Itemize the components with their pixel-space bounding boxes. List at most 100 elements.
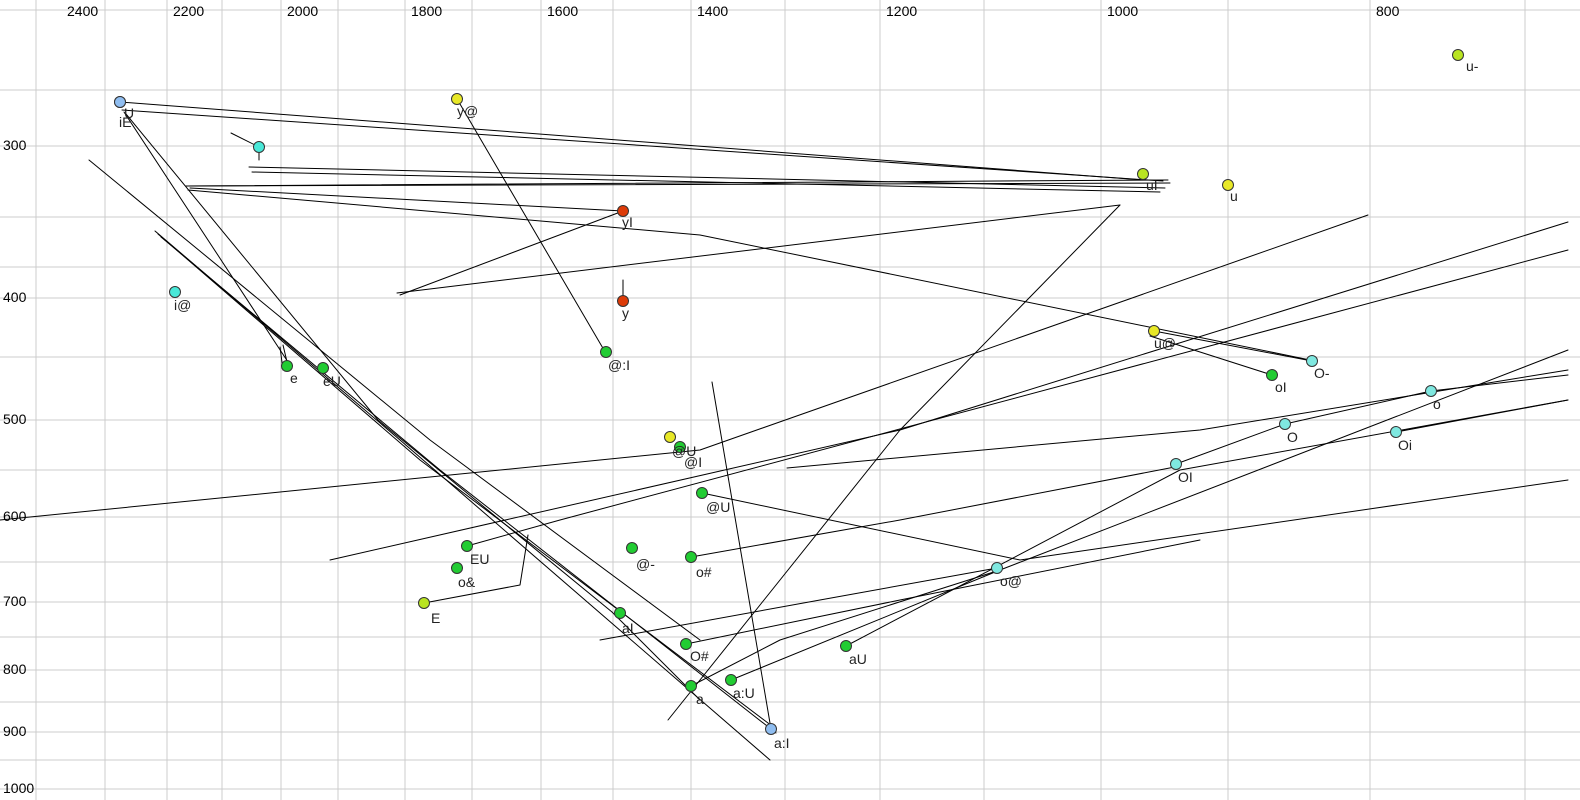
data-point[interactable] <box>1148 325 1160 337</box>
trajectory-line <box>690 569 1001 687</box>
data-point[interactable] <box>685 680 697 692</box>
y-axis-tick-label: 800 <box>3 661 27 677</box>
data-point[interactable] <box>461 540 473 552</box>
trajectory-line <box>0 214 1369 521</box>
data-point[interactable] <box>1279 418 1291 430</box>
trajectory-line <box>423 534 529 604</box>
data-point[interactable] <box>617 205 629 217</box>
data-point-label: u- <box>1466 58 1479 74</box>
trajectory-line <box>121 109 1164 182</box>
x-axis-tick-label: 1200 <box>886 3 918 19</box>
data-point-label: yI <box>622 214 633 230</box>
data-point-label: uI <box>1146 177 1158 193</box>
data-point[interactable] <box>169 286 181 298</box>
data-point[interactable] <box>685 551 697 563</box>
data-point[interactable] <box>1425 385 1437 397</box>
data-point-label: O- <box>1314 365 1330 381</box>
data-point-label: E <box>431 610 441 626</box>
data-point[interactable] <box>765 723 777 735</box>
data-point-label: a <box>696 691 704 707</box>
data-point[interactable] <box>674 441 686 453</box>
data-point[interactable] <box>1266 369 1278 381</box>
data-point[interactable] <box>114 96 126 108</box>
x-axis-tick-label: 2400 <box>67 3 99 19</box>
data-point[interactable] <box>281 360 293 372</box>
data-point-layer <box>114 49 1464 735</box>
trajectory-line <box>711 381 772 730</box>
trajectory-line <box>685 539 1201 645</box>
data-point-label: y@ <box>457 103 479 119</box>
data-point[interactable] <box>253 141 265 153</box>
data-point[interactable] <box>418 597 430 609</box>
trajectory-line <box>157 233 773 727</box>
data-point-label: Oi <box>1398 437 1412 453</box>
data-point-label: @U <box>706 499 731 515</box>
trajectory-line <box>690 465 1181 558</box>
trajectory-layer <box>0 101 1569 761</box>
y-axis-tick-label: 1000 <box>3 780 35 796</box>
trajectory-line <box>399 210 624 296</box>
data-point-label: @- <box>636 556 655 572</box>
x-axis-tick-label: 2000 <box>287 3 319 19</box>
x-axis-tick-label: 1600 <box>547 3 579 19</box>
data-point-label: y <box>622 305 629 321</box>
data-point[interactable] <box>617 295 629 307</box>
data-point-label: o& <box>458 574 476 590</box>
data-point[interactable] <box>1222 179 1234 191</box>
trajectory-line <box>730 349 1569 681</box>
data-point-label: a:I <box>774 735 790 751</box>
data-point[interactable] <box>1452 49 1464 61</box>
data-point[interactable] <box>1137 168 1149 180</box>
x-axis-tick-label: 1400 <box>697 3 729 19</box>
data-point[interactable] <box>1170 458 1182 470</box>
data-point-label: oI <box>1275 379 1287 395</box>
trajectory-line <box>667 204 1121 721</box>
data-point[interactable] <box>840 640 852 652</box>
data-point[interactable] <box>680 638 692 650</box>
data-point[interactable] <box>614 607 626 619</box>
data-point[interactable] <box>451 562 463 574</box>
data-point[interactable] <box>696 487 708 499</box>
data-point-label: @:I <box>608 357 630 373</box>
data-point-label: aI <box>622 620 634 636</box>
data-point-label: o# <box>696 564 712 580</box>
trajectory-line <box>88 159 701 641</box>
trajectory-line <box>248 166 1166 189</box>
data-point[interactable] <box>1390 426 1402 438</box>
x-axis-tick-label: 1000 <box>1107 3 1139 19</box>
x-axis-tick-label: 1800 <box>411 3 443 19</box>
trajectory-line <box>599 567 998 641</box>
data-point[interactable] <box>626 542 638 554</box>
y-axis-tick-label: 400 <box>3 289 27 305</box>
trajectory-line <box>160 236 777 734</box>
trajectory-line <box>125 113 613 613</box>
trajectory-line <box>1284 374 1569 425</box>
data-point[interactable] <box>725 674 737 686</box>
data-point-label: a:U <box>733 685 755 701</box>
y-axis-tick-label: 900 <box>3 723 27 739</box>
data-point-label: o@ <box>1000 573 1022 589</box>
data-point[interactable] <box>1306 355 1318 367</box>
data-point[interactable] <box>600 346 612 358</box>
data-point-label: o <box>1433 396 1441 412</box>
y-axis-tick-label: 300 <box>3 137 27 153</box>
data-point[interactable] <box>451 93 463 105</box>
y-axis-tick-label: 600 <box>3 508 27 524</box>
data-point-label: O# <box>690 648 709 664</box>
data-point-label: U <box>124 105 135 121</box>
data-point-label: e <box>290 370 298 386</box>
y-axis-tick-label: 500 <box>3 411 27 427</box>
trajectory-line <box>786 369 1569 469</box>
trajectory-line <box>466 249 1569 547</box>
data-point[interactable] <box>991 562 1003 574</box>
x-axis-tick-label: 800 <box>1376 3 1400 19</box>
trajectory-line <box>251 171 1161 193</box>
trajectory-line <box>459 103 605 351</box>
data-point-label: OI <box>1178 469 1193 485</box>
trajectory-line <box>1149 335 1273 376</box>
data-point[interactable] <box>317 362 329 374</box>
data-point[interactable] <box>664 431 676 443</box>
